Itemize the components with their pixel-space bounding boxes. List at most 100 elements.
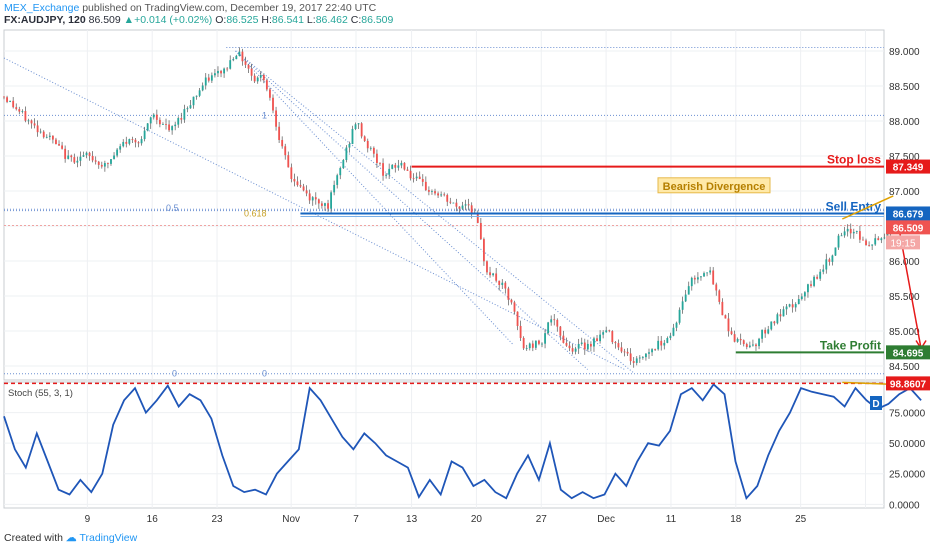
close-value: 86.509 xyxy=(361,14,394,26)
candle-body xyxy=(443,194,446,196)
candle-body xyxy=(278,126,281,140)
candle-body xyxy=(547,322,550,334)
take-profit-label: Take Profit xyxy=(820,338,881,352)
divergence-label-bg xyxy=(657,177,771,194)
time-tick-label: 9 xyxy=(85,514,91,525)
sell-entry-tag-bg xyxy=(886,206,930,221)
candle-body xyxy=(504,282,507,289)
candle-body xyxy=(320,203,323,206)
candle-body xyxy=(715,284,718,291)
candle-body xyxy=(293,178,296,182)
candle-body xyxy=(336,175,339,185)
candle-body xyxy=(369,147,372,149)
candle-body xyxy=(739,338,742,341)
candle-body xyxy=(721,301,724,316)
stoch-title: Stoch (55, 3, 1) xyxy=(8,388,73,399)
candle-body xyxy=(800,296,803,300)
candle-body xyxy=(803,292,806,297)
candle-body xyxy=(226,68,229,70)
candle-body xyxy=(409,170,412,179)
candle-body xyxy=(492,273,495,276)
candle-body xyxy=(534,340,537,348)
candle-body xyxy=(724,315,727,319)
candle-body xyxy=(354,124,357,129)
candle-body xyxy=(27,120,30,122)
candle-body xyxy=(880,238,883,241)
candle-body xyxy=(489,272,491,276)
candle-body xyxy=(602,332,605,335)
candle-body xyxy=(788,304,791,307)
candle-body xyxy=(397,165,400,168)
candle-body xyxy=(345,147,348,161)
candle-body xyxy=(379,162,381,164)
stoch-series-badge: D xyxy=(872,399,879,410)
tradingview-logo-icon: ☁ xyxy=(65,532,77,544)
candle-body xyxy=(730,331,733,335)
candle-body xyxy=(431,191,433,192)
stoch-pane xyxy=(3,381,885,509)
candle-body xyxy=(427,190,430,192)
candle-body xyxy=(299,185,302,187)
candle-body xyxy=(403,162,406,170)
candle-body xyxy=(162,124,164,125)
candle-body xyxy=(819,271,822,279)
candle-body xyxy=(351,128,354,144)
candle-body xyxy=(608,330,611,332)
candle-body xyxy=(596,338,598,342)
take-profit-tag-bg xyxy=(886,345,930,360)
price-tick-label: 88.000 xyxy=(889,117,920,128)
candle-body xyxy=(553,319,556,321)
candle-body xyxy=(418,176,421,180)
candle-body xyxy=(672,327,675,336)
author-name[interactable]: MEX_Exchange xyxy=(4,2,80,14)
candle-body xyxy=(458,206,461,209)
take-profit-tag: 84.695 xyxy=(893,348,924,359)
candle-body xyxy=(275,110,277,127)
candle-body xyxy=(770,321,773,330)
stoch-series-badge-bg xyxy=(870,396,882,410)
candle-body xyxy=(317,199,320,204)
time-tick-label: 20 xyxy=(471,514,483,525)
candle-body xyxy=(3,96,5,98)
candle-body xyxy=(522,337,525,349)
price-tick-label: 87.000 xyxy=(889,187,920,198)
candle-body xyxy=(42,131,45,138)
candle-body xyxy=(128,139,131,144)
price-tick-label: 89.000 xyxy=(889,47,920,58)
candle-body xyxy=(752,344,754,346)
tradingview-brand[interactable]: TradingView xyxy=(79,532,138,544)
candle-body xyxy=(510,299,513,303)
candle-body xyxy=(287,155,290,168)
candle-body xyxy=(238,51,241,56)
candle-body xyxy=(822,269,825,272)
candle-body xyxy=(834,247,837,256)
price-pane xyxy=(3,29,885,381)
candle-body xyxy=(495,273,498,281)
candle-body xyxy=(589,343,592,347)
stop-loss-tag: 87.349 xyxy=(893,163,924,174)
candle-body xyxy=(525,348,528,349)
candle-body xyxy=(131,139,134,140)
candle-body xyxy=(64,148,67,159)
candle-body xyxy=(177,118,180,125)
candle-body xyxy=(223,68,226,74)
candle-body xyxy=(696,277,699,280)
candle-body xyxy=(501,282,504,285)
candle-body xyxy=(9,100,12,102)
candle-body xyxy=(388,168,391,175)
candle-body xyxy=(614,342,617,344)
candle-body xyxy=(284,146,287,156)
candle-body xyxy=(302,186,305,191)
candle-body xyxy=(807,284,809,293)
candle-body xyxy=(168,124,170,131)
time-tick-label: 13 xyxy=(406,514,418,525)
candle-body xyxy=(30,120,33,124)
candle-body xyxy=(651,349,653,353)
fib-label-0: 0 xyxy=(172,369,177,379)
candle-body xyxy=(571,348,574,352)
candle-body xyxy=(568,345,571,349)
candle-body xyxy=(816,276,819,279)
candle-body xyxy=(638,357,641,359)
candle-body xyxy=(483,239,485,262)
